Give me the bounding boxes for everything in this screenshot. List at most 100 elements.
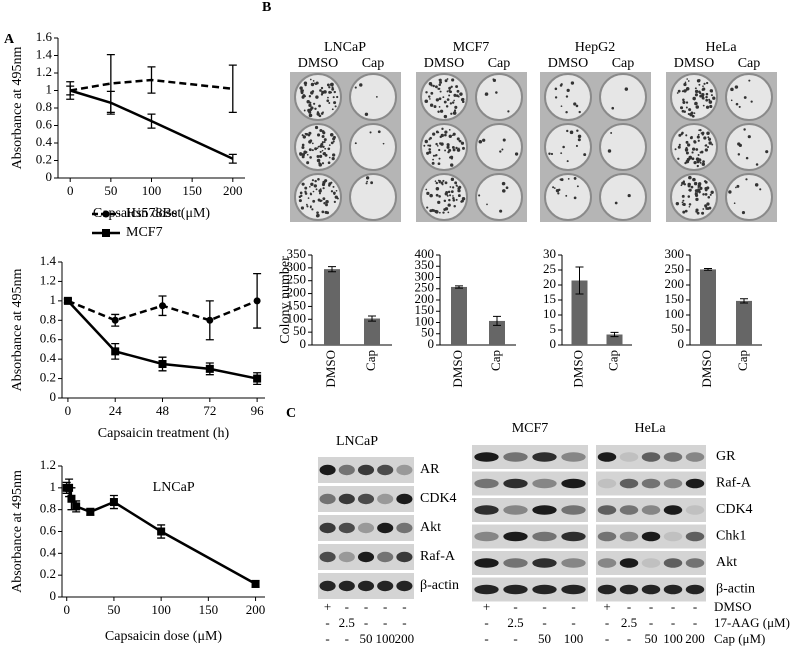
colony [445,191,449,194]
colony [332,140,335,143]
error-bar [147,66,156,94]
colony [682,210,686,214]
colony [318,163,323,167]
band [474,452,499,462]
colony [694,193,699,197]
colony [453,93,457,97]
colony [319,89,322,92]
colony [328,144,331,147]
band [532,452,557,462]
colony [684,147,689,152]
colony [321,141,324,144]
colony [327,147,331,151]
band [561,558,586,568]
colony [323,141,326,144]
x-tick-label: Cap [605,350,620,371]
colony [681,201,684,204]
colony [452,132,456,136]
band [685,558,705,568]
colony [444,133,447,137]
colony [314,107,317,111]
x-tick-label: 72 [203,403,216,418]
colony [554,96,558,99]
colony [354,86,357,89]
colony [499,209,503,213]
band [597,584,617,595]
legend-marker [102,229,110,237]
x-tick-label: 0 [63,602,70,617]
colony [429,98,431,100]
colony [548,152,551,156]
colony [332,137,336,141]
colony [708,98,711,101]
plate [599,73,647,121]
colony [560,152,563,155]
error-bar [228,153,237,164]
y-tick-label: 30 [543,246,556,261]
colony [312,80,315,82]
y-tick-label: 1.4 [36,46,53,61]
colony [308,148,312,152]
line [69,78,233,92]
treatment-label: DMSO [714,599,752,614]
y-tick-label: 350 [415,257,435,272]
band [597,452,617,462]
plate [475,123,523,171]
colony [438,83,442,87]
colony [682,202,686,207]
band [685,478,705,489]
colony [691,151,694,154]
colony [754,183,759,187]
colony [322,180,326,184]
colony [452,186,455,189]
colony [303,109,306,112]
colony [699,94,703,98]
band [561,478,586,489]
colony [566,129,569,133]
colony [478,194,481,197]
cell-line-label: MCF7 [453,40,490,55]
band [532,584,557,595]
colony [553,187,556,189]
y-tick-label: 0 [50,588,57,603]
band [532,478,557,489]
point [205,364,214,373]
colony [444,207,449,211]
blot-label: Raf-A [420,549,456,564]
colony [311,149,314,152]
bar [451,286,467,345]
treatment-value: - [693,599,697,614]
colony [514,152,519,156]
colony [333,192,336,196]
colony [702,160,705,163]
colony [301,155,305,159]
colony [456,148,461,152]
colony [430,91,434,95]
x-tick-label: 150 [199,602,219,617]
colony [765,150,769,154]
colony [365,182,368,185]
y-tick-label: 1.2 [40,272,56,287]
colony [567,178,570,180]
point [111,316,119,324]
colony [710,190,714,194]
error-bar [106,90,115,115]
colony [550,152,554,156]
y-tick-label: 200 [665,276,685,291]
colony [699,161,702,164]
colony [710,94,713,97]
colony [678,133,682,137]
band [663,531,683,542]
colony [300,206,305,210]
treatment-value: 50 [538,631,551,646]
colony [565,110,568,114]
colony [366,180,368,183]
colony [693,181,698,186]
colony [438,97,442,101]
colony [704,144,708,147]
colony [310,91,314,95]
band [357,493,375,505]
treatment-value: + [483,599,490,614]
point [67,494,76,503]
band [663,505,683,515]
